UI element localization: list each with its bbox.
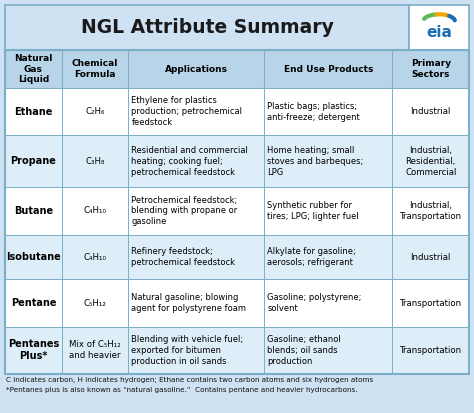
Text: C₄H₁₀: C₄H₁₀ bbox=[83, 252, 107, 261]
Text: Chemical
Formula: Chemical Formula bbox=[72, 59, 118, 79]
Text: C₃H₈: C₃H₈ bbox=[85, 157, 105, 166]
Text: Ethylene for plastics
production; petrochemical
feedstock: Ethylene for plastics production; petroc… bbox=[131, 96, 242, 127]
Text: *Pentanes plus is also known as “natural gasoline.”  Contains pentane and heavie: *Pentanes plus is also known as “natural… bbox=[6, 387, 357, 393]
Text: Industrial,
Transportation: Industrial, Transportation bbox=[400, 201, 462, 221]
Text: eia: eia bbox=[426, 25, 452, 40]
Bar bbox=[5, 50, 469, 88]
Text: Butane: Butane bbox=[14, 206, 53, 216]
Text: Blending with vehicle fuel;
exported for bitumen
production in oil sands: Blending with vehicle fuel; exported for… bbox=[131, 335, 244, 366]
Text: Natural
Gas
Liquid: Natural Gas Liquid bbox=[14, 54, 53, 84]
Text: Alkylate for gasoline;
aerosols; refrigerant: Alkylate for gasoline; aerosols; refrige… bbox=[267, 247, 356, 267]
Text: Industrial: Industrial bbox=[410, 107, 451, 116]
Bar bbox=[5, 135, 469, 187]
Bar bbox=[409, 5, 469, 50]
Text: Isobutane: Isobutane bbox=[6, 252, 61, 262]
Bar bbox=[5, 50, 469, 374]
Bar bbox=[5, 327, 469, 374]
Text: Industrial: Industrial bbox=[410, 252, 451, 261]
Bar bbox=[5, 5, 409, 50]
Text: Mix of C₅H₁₂
and heavier: Mix of C₅H₁₂ and heavier bbox=[69, 340, 121, 360]
Text: C indicates carbon, H indicates hydrogen; Ethane contains two carbon atoms and s: C indicates carbon, H indicates hydrogen… bbox=[6, 377, 373, 383]
Bar bbox=[5, 280, 469, 327]
Text: Primary
Sectors: Primary Sectors bbox=[410, 59, 451, 79]
Text: Transportation: Transportation bbox=[400, 346, 462, 355]
Text: Pentane: Pentane bbox=[10, 298, 56, 308]
Text: Propane: Propane bbox=[10, 156, 56, 166]
Text: Ethane: Ethane bbox=[14, 107, 53, 116]
Text: Applications: Applications bbox=[165, 64, 228, 74]
Text: Petrochemical feedstock;
blending with propane or
gasoline: Petrochemical feedstock; blending with p… bbox=[131, 196, 237, 226]
Text: Refinery feedstock;
petrochemical feedstock: Refinery feedstock; petrochemical feedst… bbox=[131, 247, 236, 267]
Text: C₅H₁₂: C₅H₁₂ bbox=[83, 299, 107, 308]
Bar bbox=[5, 187, 469, 235]
Text: Industrial,
Residential,
Commercial: Industrial, Residential, Commercial bbox=[405, 146, 456, 176]
Text: End Use Products: End Use Products bbox=[283, 64, 373, 74]
Text: Gasoline; ethanol
blends; oil sands
production: Gasoline; ethanol blends; oil sands prod… bbox=[267, 335, 341, 366]
Text: Residential and commercial
heating; cooking fuel;
petrochemical feedstock: Residential and commercial heating; cook… bbox=[131, 146, 248, 176]
Bar bbox=[5, 235, 469, 280]
Text: Pentanes
Plus*: Pentanes Plus* bbox=[8, 339, 59, 361]
Bar bbox=[5, 88, 469, 135]
Text: Synthetic rubber for
tires; LPG; lighter fuel: Synthetic rubber for tires; LPG; lighter… bbox=[267, 201, 359, 221]
Text: Plastic bags; plastics;
anti-freeze; detergent: Plastic bags; plastics; anti-freeze; det… bbox=[267, 102, 360, 121]
Text: Natural gasoline; blowing
agent for polystyrene foam: Natural gasoline; blowing agent for poly… bbox=[131, 293, 246, 313]
Text: C₄H₁₀: C₄H₁₀ bbox=[83, 206, 107, 216]
Text: Transportation: Transportation bbox=[400, 299, 462, 308]
Text: Gasoline; polystyrene;
solvent: Gasoline; polystyrene; solvent bbox=[267, 293, 362, 313]
Text: NGL Attribute Summary: NGL Attribute Summary bbox=[81, 18, 333, 37]
Text: Home heating; small
stoves and barbeques;
LPG: Home heating; small stoves and barbeques… bbox=[267, 146, 364, 176]
Text: C₂H₆: C₂H₆ bbox=[85, 107, 105, 116]
